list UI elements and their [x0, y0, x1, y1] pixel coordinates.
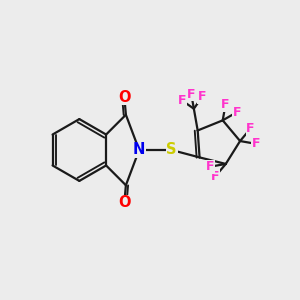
Text: O: O — [118, 90, 130, 105]
Text: S: S — [166, 142, 177, 158]
Text: F: F — [178, 94, 186, 107]
Text: N: N — [133, 142, 145, 158]
Text: F: F — [206, 160, 214, 173]
Text: F: F — [246, 122, 255, 135]
Text: F: F — [187, 88, 196, 101]
Text: F: F — [198, 90, 206, 103]
Text: F: F — [252, 137, 260, 150]
Text: F: F — [221, 98, 230, 111]
Text: F: F — [211, 170, 220, 183]
Text: O: O — [118, 195, 130, 210]
Text: F: F — [232, 106, 241, 119]
